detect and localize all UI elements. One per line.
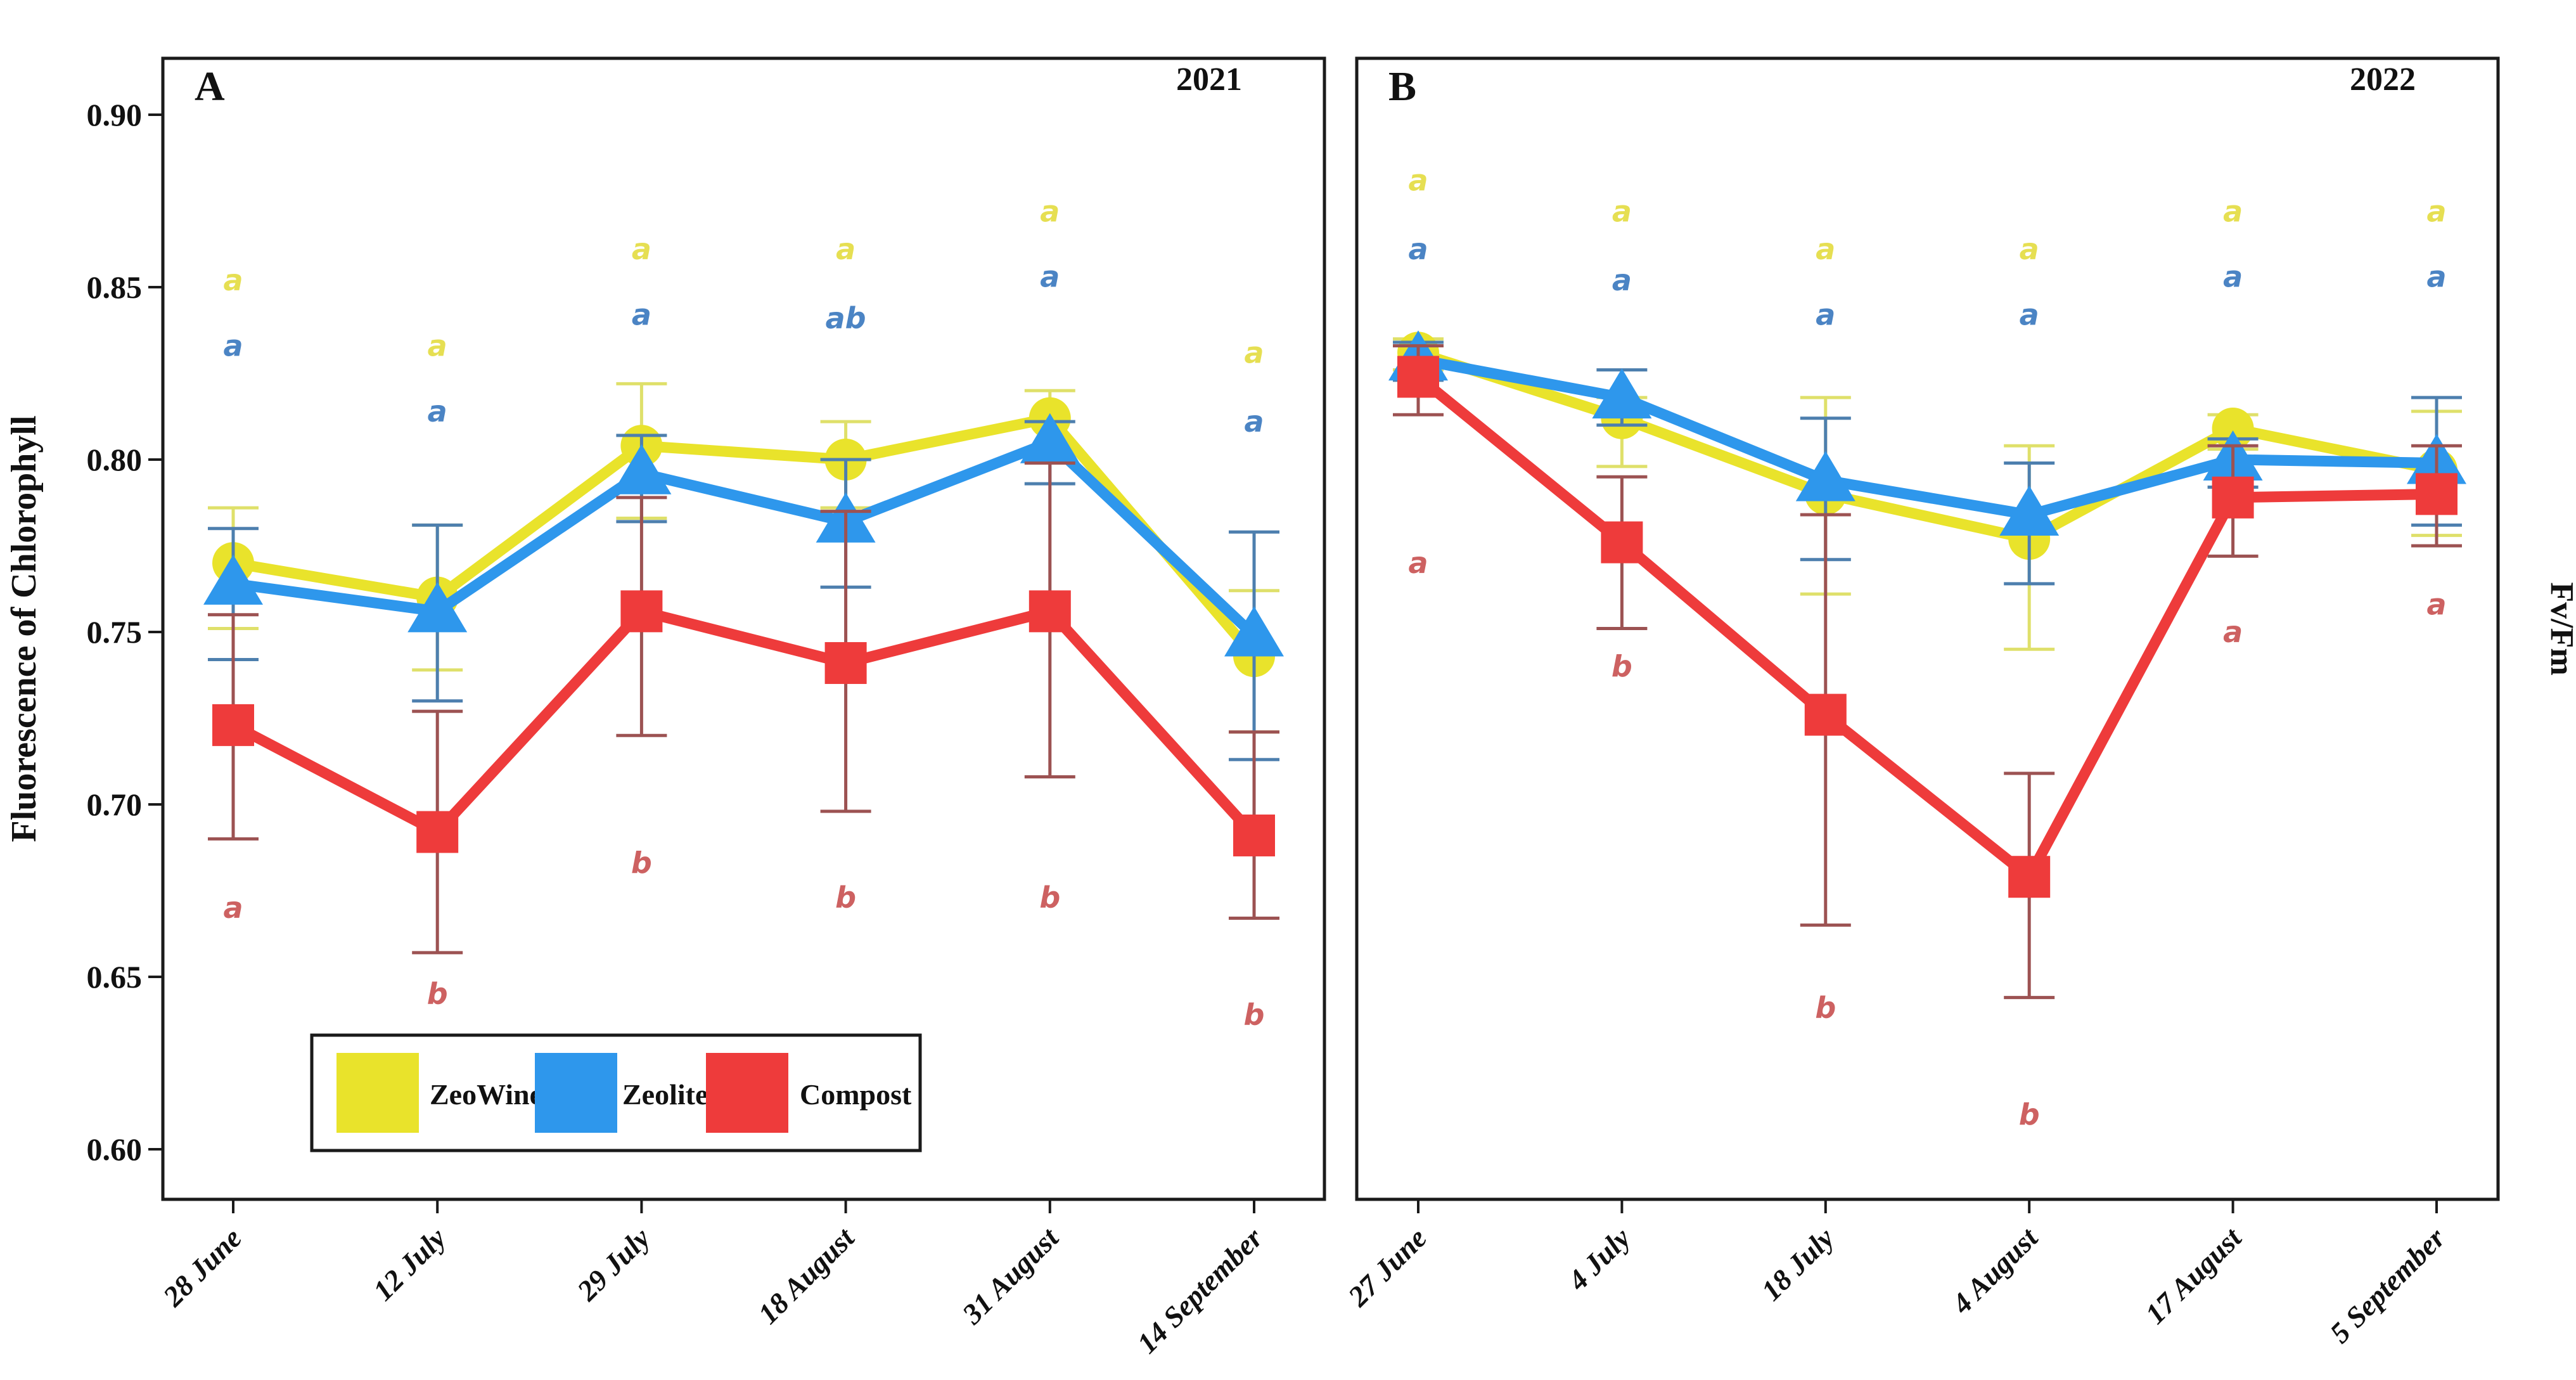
data-point-square (212, 704, 254, 746)
data-point-square (1233, 814, 1275, 856)
series-compost-A (208, 461, 1279, 955)
significance-letter: a (428, 328, 447, 363)
y-tick-label: 0.65 (87, 959, 143, 995)
significance-letter: a (1408, 232, 1428, 266)
series-markers (1397, 356, 2457, 898)
significance-letter: a (1612, 194, 1632, 228)
significance-letter: a (2223, 194, 2243, 228)
significance-letter: a (2426, 194, 2446, 228)
significance-letter: a (1816, 298, 1835, 332)
legend: ZeoWine Zeolite Compost (310, 1033, 922, 1152)
y-tick-label: 0.90 (87, 97, 143, 132)
significance-letter: b (1039, 880, 1060, 915)
significance-letter: a (223, 263, 243, 297)
panel-border (161, 56, 1326, 1201)
significance-letter: a (1816, 232, 1835, 266)
significance-letter: b (1244, 998, 1265, 1032)
panel-year-label: 2021 (1176, 61, 1242, 98)
data-point-triangle (203, 554, 263, 605)
y-tick-label: 0.75 (87, 614, 143, 650)
series-line (1413, 354, 2442, 520)
significance-letter: a (2426, 587, 2446, 621)
data-point-square (1028, 590, 1071, 633)
significance-letter: a (1408, 546, 1428, 580)
data-point-square (1601, 521, 1643, 564)
y-axis-title: Fluorescence of Chlorophyll (4, 415, 44, 842)
right-axis-title: Fv/Fm (2544, 582, 2576, 675)
y-tick-label: 0.60 (87, 1132, 143, 1167)
significance-letter: a (1244, 404, 1264, 439)
data-point-square (824, 642, 867, 684)
significance-letter: a (2020, 298, 2039, 332)
panel-border (1355, 56, 2500, 1201)
data-point-triangle (1999, 486, 2060, 536)
series-line (227, 413, 1260, 662)
legend-swatch-compost (706, 1053, 788, 1133)
significance-letter: a (428, 394, 447, 429)
data-point-square (2008, 856, 2051, 898)
data-point-square (416, 811, 459, 853)
significance-letter: a (1612, 263, 1632, 297)
legend-label-zeolite: Zeolite (622, 1078, 708, 1111)
significance-letter: a (223, 328, 243, 363)
significance-letter: b (631, 846, 652, 880)
data-point-triangle (1795, 451, 1855, 501)
significance-letter: a (1244, 335, 1264, 370)
panel-year-label: 2022 (2350, 61, 2416, 98)
significance-letter: a (1408, 163, 1428, 197)
significance-letter: ab (826, 301, 866, 335)
data-point-triangle (407, 582, 468, 633)
significance-letter: a (2426, 260, 2446, 294)
series-compost-B (1393, 344, 2462, 1000)
significance-letter: b (427, 977, 448, 1011)
data-point-triangle (1592, 368, 1652, 419)
significance-letter: b (1612, 649, 1632, 683)
significance-letter: a (1040, 194, 1060, 228)
legend-label-zeowine: ZeoWine (430, 1078, 542, 1111)
significance-letter: a (632, 298, 651, 332)
series-line (1413, 347, 2442, 545)
significance-letter: a (1040, 260, 1060, 294)
y-tick-label: 0.80 (87, 442, 143, 477)
y-tick-label: 0.70 (87, 787, 143, 822)
data-point-square (2212, 476, 2254, 519)
panel-letter-label: B (1388, 63, 1416, 110)
data-point-triangle (612, 444, 672, 494)
significance-letter: a (2020, 232, 2039, 266)
significance-letter: a (2223, 260, 2243, 294)
significance-letter: a (836, 232, 855, 266)
significance-letter: b (835, 880, 856, 915)
significance-letter: b (1815, 991, 1836, 1025)
data-point-triangle (1224, 606, 1284, 657)
data-point-square (1804, 693, 1847, 736)
series-markers (212, 590, 1275, 856)
significance-letter: b (2019, 1098, 2040, 1132)
series-line (1413, 371, 2442, 882)
legend-swatch-zeowine (336, 1053, 419, 1133)
data-point-square (2416, 473, 2457, 515)
y-tick-label: 0.85 (87, 269, 143, 305)
data-point-square (620, 590, 663, 633)
legend-swatch-zeolite (535, 1053, 617, 1133)
series-line (227, 605, 1260, 841)
legend-label-compost: Compost (800, 1078, 912, 1111)
significance-letter: a (632, 232, 651, 266)
significance-letter: a (223, 891, 243, 925)
y-axis: 0.90 0.85 0.80 0.75 0.70 0.65 0.60 (87, 97, 163, 1167)
panel-letter-label: A (195, 63, 225, 110)
data-point-square (1397, 356, 1439, 398)
significance-letter: a (2223, 615, 2243, 649)
series-line (227, 437, 1260, 641)
data-point-triangle (1020, 413, 1080, 463)
